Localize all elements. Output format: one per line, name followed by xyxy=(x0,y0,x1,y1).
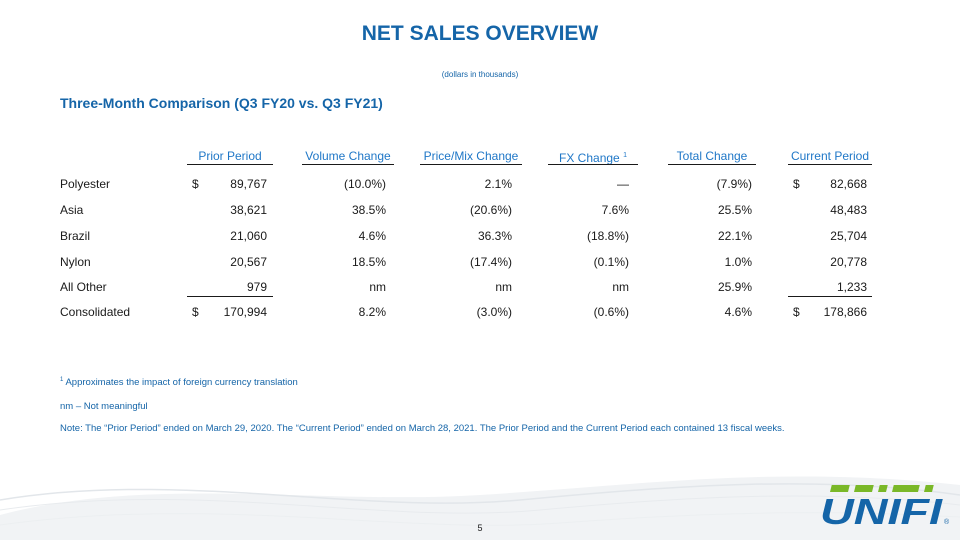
cell-volume: 18.5% xyxy=(351,255,386,269)
cell-current: 48,483 xyxy=(830,203,867,217)
cell-price-mix: (3.0%) xyxy=(476,305,512,319)
cell-total: 4.6% xyxy=(724,305,752,319)
cell-price-mix: nm xyxy=(495,280,512,294)
cell-fx: (0.6%) xyxy=(593,305,629,319)
cell-current: 178,866 xyxy=(823,305,867,319)
cell-total: 25.9% xyxy=(717,280,752,294)
row-label-all-other: All Other xyxy=(60,280,107,294)
cell-prior: 89,767 xyxy=(230,177,267,191)
header-fx-change: FX Change 1 xyxy=(548,149,638,165)
currency-symbol: $ xyxy=(793,305,800,319)
header-price-mix-change: Price/Mix Change xyxy=(423,149,519,163)
cell-prior: 38,621 xyxy=(230,203,267,217)
header-underline xyxy=(668,164,756,165)
footnote-note: Note: The “Prior Period” ended on March … xyxy=(60,423,785,434)
cell-volume: 8.2% xyxy=(358,305,386,319)
cell-volume: nm xyxy=(369,280,386,294)
decorative-swoosh xyxy=(0,476,960,540)
row-label-brazil: Brazil xyxy=(60,229,91,243)
cell-volume: (10.0%) xyxy=(343,177,386,191)
header-underline xyxy=(788,164,872,165)
units-subtitle: (dollars in thousands) xyxy=(441,70,519,79)
header-volume-change: Volume Change xyxy=(305,149,391,163)
row-label-polyester: Polyester xyxy=(60,177,111,191)
currency-symbol: $ xyxy=(192,305,199,319)
currency-symbol: $ xyxy=(192,177,199,191)
cell-fx: (0.1%) xyxy=(593,255,629,269)
cell-price-mix: 2.1% xyxy=(484,177,512,191)
header-underline xyxy=(302,164,394,165)
cell-current: 25,704 xyxy=(830,229,867,243)
header-fx-change-label: FX Change xyxy=(559,151,620,165)
cell-total: (7.9%) xyxy=(716,177,752,191)
unifi-logo: UNIFI ® xyxy=(820,485,950,528)
cell-current: 82,668 xyxy=(830,177,867,191)
cell-total: 22.1% xyxy=(717,229,752,243)
footnote-marker: 1 xyxy=(60,377,64,383)
total-rule-current xyxy=(788,296,872,297)
cell-price-mix: 36.3% xyxy=(477,229,512,243)
header-prior-period: Prior Period xyxy=(198,149,262,163)
row-label-asia: Asia xyxy=(60,203,84,217)
logo-text: UNIFI xyxy=(820,491,943,528)
cell-fx: 7.6% xyxy=(601,203,629,217)
cell-total: 25.5% xyxy=(717,203,752,217)
currency-symbol: $ xyxy=(793,177,800,191)
cell-volume: 4.6% xyxy=(358,229,386,243)
row-label-nylon: Nylon xyxy=(60,255,91,269)
header-total-change: Total Change xyxy=(676,149,748,163)
footnote-fx-text: Approximates the impact of foreign curre… xyxy=(65,377,298,389)
row-label-consolidated: Consolidated xyxy=(60,305,131,319)
cell-prior: 20,567 xyxy=(230,255,267,269)
cell-fx: — xyxy=(617,177,629,191)
cell-prior: 979 xyxy=(246,280,267,294)
logo-registered-mark: ® xyxy=(944,518,950,526)
page-number: 5 xyxy=(477,523,483,533)
cell-volume: 38.5% xyxy=(351,203,386,217)
page-title: NET SALES OVERVIEW xyxy=(361,22,599,45)
cell-prior: 170,994 xyxy=(223,305,267,319)
header-underline xyxy=(548,164,638,165)
cell-price-mix: (17.4%) xyxy=(469,255,512,269)
cell-price-mix: (20.6%) xyxy=(469,203,512,217)
cell-current: 20,778 xyxy=(830,255,867,269)
cell-fx: nm xyxy=(612,280,629,294)
header-current-period: Current Period xyxy=(790,149,870,163)
cell-total: 1.0% xyxy=(724,255,752,269)
total-rule-prior xyxy=(187,296,273,297)
header-underline xyxy=(420,164,522,165)
header-underline xyxy=(187,164,273,165)
footnote-nm: nm – Not meaningful xyxy=(60,401,148,412)
header-fx-footnote-marker: 1 xyxy=(623,152,627,159)
section-title: Three-Month Comparison (Q3 FY20 vs. Q3 F… xyxy=(60,95,383,111)
footnote-fx: 1 Approximates the impact of foreign cur… xyxy=(60,377,298,388)
cell-prior: 21,060 xyxy=(230,229,267,243)
cell-fx: (18.8%) xyxy=(586,229,629,243)
cell-current: 1,233 xyxy=(836,280,867,294)
